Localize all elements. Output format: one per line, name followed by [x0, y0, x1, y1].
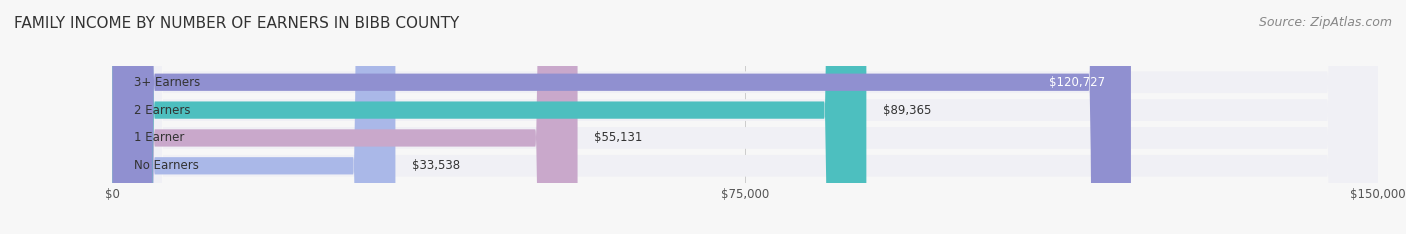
Text: FAMILY INCOME BY NUMBER OF EARNERS IN BIBB COUNTY: FAMILY INCOME BY NUMBER OF EARNERS IN BI…	[14, 16, 460, 31]
Text: Source: ZipAtlas.com: Source: ZipAtlas.com	[1258, 16, 1392, 29]
Text: 1 Earner: 1 Earner	[134, 132, 184, 144]
FancyBboxPatch shape	[112, 0, 1378, 234]
FancyBboxPatch shape	[112, 0, 866, 234]
FancyBboxPatch shape	[112, 0, 1378, 234]
Text: No Earners: No Earners	[134, 159, 198, 172]
FancyBboxPatch shape	[112, 0, 1130, 234]
Text: 2 Earners: 2 Earners	[134, 104, 190, 117]
FancyBboxPatch shape	[112, 0, 578, 234]
Text: $55,131: $55,131	[595, 132, 643, 144]
FancyBboxPatch shape	[112, 0, 1378, 234]
FancyBboxPatch shape	[112, 0, 1378, 234]
Text: 3+ Earners: 3+ Earners	[134, 76, 200, 89]
FancyBboxPatch shape	[112, 0, 395, 234]
Text: $120,727: $120,727	[1049, 76, 1105, 89]
Text: $33,538: $33,538	[412, 159, 460, 172]
Text: $89,365: $89,365	[883, 104, 932, 117]
